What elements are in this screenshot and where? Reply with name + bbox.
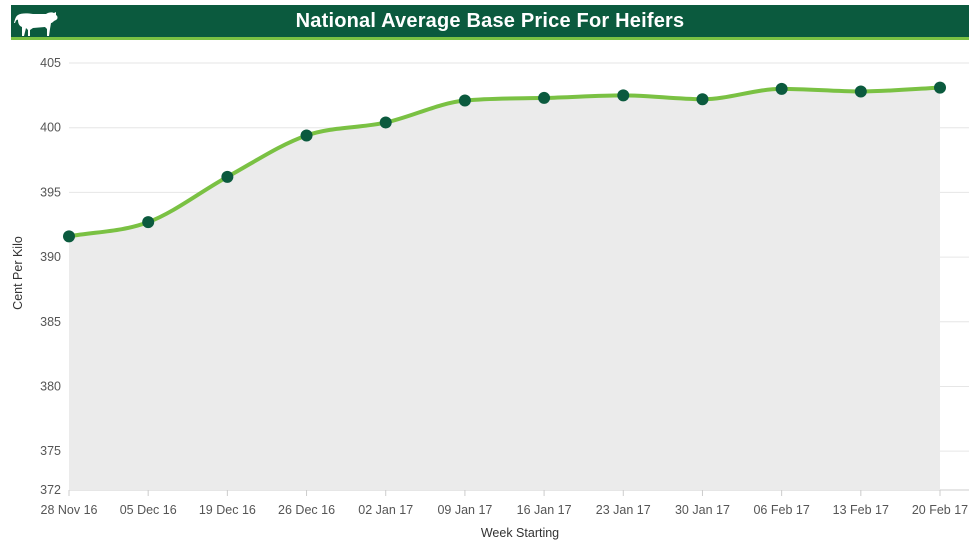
y-axis-title: Cent Per Kilo xyxy=(11,236,25,310)
data-point-5[interactable] xyxy=(379,116,392,129)
data-point-7[interactable] xyxy=(538,91,551,104)
data-point-2[interactable] xyxy=(142,216,155,229)
x-tick-label: 23 Jan 17 xyxy=(596,503,651,517)
data-point-6[interactable] xyxy=(458,94,471,107)
y-tick-label: 380 xyxy=(40,379,61,393)
data-point-12[interactable] xyxy=(934,81,946,94)
chart-header: National Average Base Price For Heifers xyxy=(11,5,969,40)
y-tick-label: 400 xyxy=(40,121,61,135)
y-tick-label: 372 xyxy=(40,483,61,497)
data-point-11[interactable] xyxy=(854,85,867,98)
x-tick-label: 26 Dec 16 xyxy=(278,503,335,517)
x-tick-label: 20 Feb 17 xyxy=(912,503,968,517)
x-tick-label: 13 Feb 17 xyxy=(833,503,889,517)
x-tick-label: 05 Dec 16 xyxy=(120,503,177,517)
line-chart: 372 375 380 385 390 395 400 405 28 Nov 16 05 Dec… xyxy=(11,56,969,540)
y-tick-label: 385 xyxy=(40,315,61,329)
chart-title: National Average Base Price For Heifers xyxy=(295,9,685,32)
x-tick-label: 02 Jan 17 xyxy=(358,503,413,517)
data-point-3[interactable] xyxy=(221,170,234,183)
x-axis-title: Week Starting xyxy=(481,526,559,540)
data-point-1[interactable] xyxy=(63,230,75,243)
data-point-4[interactable] xyxy=(300,129,313,142)
data-point-8[interactable] xyxy=(617,89,630,102)
data-point-9[interactable] xyxy=(696,93,709,106)
x-tick-label: 30 Jan 17 xyxy=(675,503,730,517)
x-tick-label: 06 Feb 17 xyxy=(753,503,809,517)
x-tick-label: 28 Nov 16 xyxy=(41,503,98,517)
y-tick-label: 395 xyxy=(40,185,61,199)
area-fill xyxy=(69,87,940,491)
x-tick-label: 16 Jan 17 xyxy=(517,503,572,517)
x-tick-label: 09 Jan 17 xyxy=(437,503,492,517)
cow-icon xyxy=(14,12,58,36)
y-tick-label: 390 xyxy=(40,250,61,264)
y-tick-label: 405 xyxy=(40,56,61,70)
y-tick-label: 375 xyxy=(40,444,61,458)
x-tick-label: 19 Dec 16 xyxy=(199,503,256,517)
data-point-10[interactable] xyxy=(775,82,788,95)
